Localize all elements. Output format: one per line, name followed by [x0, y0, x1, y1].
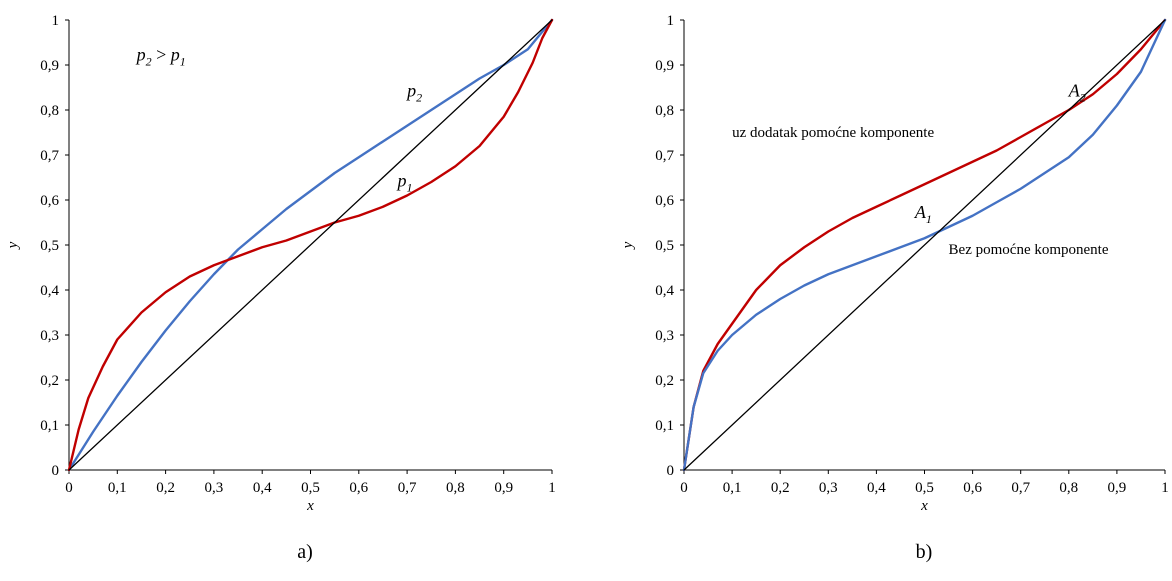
panel-a-y-tick-label: 0,8	[40, 103, 59, 119]
panel-a-x-axis-label: x	[306, 498, 314, 514]
panel-b-x-tick-label: 0,3	[819, 480, 838, 496]
label-subscript: 2	[1080, 91, 1086, 105]
panel-a-series-p2	[67, 18, 554, 472]
panel-b-series-uz-dodatak-pomo-ne-komponente	[682, 18, 1167, 472]
panel-a-x-tick-label: 0,1	[108, 480, 127, 496]
ineq-sub1: 2	[146, 55, 152, 69]
panel-b-y-tick-label: 0,1	[655, 418, 674, 434]
panel-b-y-tick-label: 1	[667, 13, 675, 29]
panel-b-label-a2: A2	[1068, 81, 1086, 105]
panel-b-annotation-uz-dodatak-pomo-ne-komponente: uz dodatak pomoćne komponente	[732, 125, 934, 141]
panel-b-x-tick-label: 0,6	[963, 480, 982, 496]
panel-b-y-tick-label: 0	[667, 463, 675, 479]
panel-a-y-tick-label: 0,2	[40, 373, 59, 389]
label-base: p	[405, 81, 416, 101]
panel-b-y-tick-label: 0,7	[655, 148, 674, 164]
panel-a-label-p1: p1	[395, 171, 412, 195]
label-base: p	[395, 171, 406, 191]
panel-a-y-tick-label: 0,9	[40, 58, 59, 74]
panel-a-x-tick-label: 0,2	[156, 480, 175, 496]
label-subscript: 2	[416, 91, 422, 105]
panel-a-x-tick-label: 0,6	[349, 480, 368, 496]
panel-b-y-tick-label: 0,9	[655, 58, 674, 74]
chart-panel-b: 0 0,1 0,2 0,3 0,4 0,5 0,6 0,7 0,8 0,9 1 0 0,1 0,2 0,3 0…	[620, 13, 1169, 563]
panel-b-annotation-bez-pomo-ne-komponente: Bez pomoćne komponente	[949, 242, 1109, 258]
label-base: A	[1068, 81, 1081, 101]
label-subscript: 1	[406, 181, 412, 195]
panel-a-x-tick-label: 0,8	[446, 480, 465, 496]
panel-a-y-tick-label: 0,1	[40, 418, 59, 434]
panel-b-y-axis-label: y	[620, 241, 636, 250]
panel-b-x-axis-label: x	[920, 498, 928, 514]
panel-a-series-p1	[67, 18, 554, 472]
panel-a-inequality-label: p2 > p1	[135, 45, 186, 69]
panel-b-label-a1: A1	[914, 202, 932, 226]
ineq-base2: p	[169, 45, 180, 65]
panel-b-series-bez-pomo-ne-komponente	[682, 18, 1167, 472]
panel-b-x-tick-label: 0,8	[1059, 480, 1078, 496]
panel-a-y-tick-label: 0,7	[40, 148, 59, 164]
panel-a-y-tick-label: 0,3	[40, 328, 59, 344]
panel-b-x-tick-label: 0,4	[867, 480, 886, 496]
label-subscript: 1	[926, 212, 932, 226]
panel-a-x-tick-label: 0,9	[494, 480, 513, 496]
panel-a-y-tick-label: 0,5	[40, 238, 59, 254]
panel-b-x-tick-label: 0,2	[771, 480, 790, 496]
panel-a-label-p2: p2	[405, 81, 422, 105]
ineq-base1: p	[135, 45, 146, 65]
panel-a-x-tick-label: 0,3	[205, 480, 224, 496]
panel-b-y-tick-label: 0,8	[655, 103, 674, 119]
chart-panel-a: 0 0,1 0,2 0,3 0,4 0,5 0,6 0,7 0,8 0,9 1 0 0,1 0,2 0,3 0…	[5, 13, 556, 563]
panel-b-series-diagonal	[683, 19, 1166, 471]
panel-a-caption: a)	[297, 541, 313, 563]
panel-a-series-diagonal	[68, 19, 553, 471]
panel-b-x-tick-label: 1	[1161, 480, 1169, 496]
panel-b-x-tick-label: 0,5	[915, 480, 934, 496]
panel-a-x-tick-label: 0,5	[301, 480, 320, 496]
panel-b-x-tick-label: 0,9	[1108, 480, 1127, 496]
panel-b-y-tick-label: 0,5	[655, 238, 674, 254]
panel-b-y-tick-label: 0,2	[655, 373, 674, 389]
panel-b-y-tick-label: 0,6	[655, 193, 674, 209]
panel-b-y-tick-label: 0,3	[655, 328, 674, 344]
panel-a-y-tick-label: 0,6	[40, 193, 59, 209]
panel-a-y-tick-label: 0,4	[40, 283, 59, 299]
panel-a-x-tick-label: 1	[548, 480, 556, 496]
label-base: A	[914, 202, 927, 222]
ineq-operator: >	[152, 45, 171, 65]
panel-b-y-tick-label: 0,4	[655, 283, 674, 299]
panel-b-x-tick-label: 0,7	[1011, 480, 1030, 496]
panel-a-x-tick-label: 0,7	[398, 480, 417, 496]
panel-b-caption: b)	[916, 541, 933, 563]
panel-b-x-tick-label: 0,1	[723, 480, 742, 496]
panel-a-x-tick-label: 0	[65, 480, 73, 496]
panel-a-y-tick-label: 0	[52, 463, 60, 479]
panel-a-y-axis-label: y	[5, 241, 21, 250]
panel-a-y-tick-label: 1	[52, 13, 60, 29]
ineq-sub2: 1	[180, 55, 186, 69]
panel-a-x-tick-label: 0,4	[253, 480, 272, 496]
panel-b-x-tick-label: 0	[680, 480, 688, 496]
